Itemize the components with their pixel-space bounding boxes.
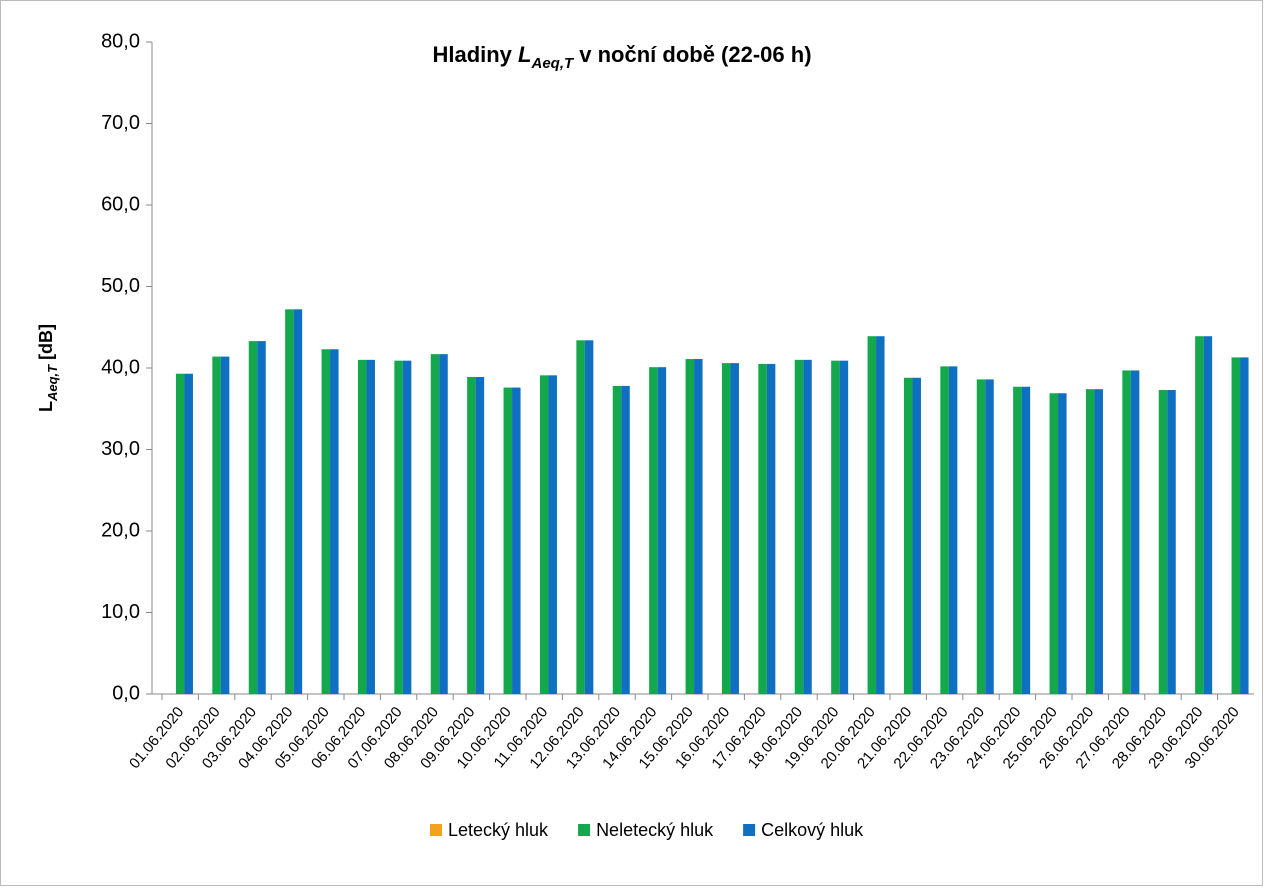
bar	[1203, 336, 1213, 694]
y-tick-label: 80,0	[101, 30, 140, 52]
legend-swatch	[743, 824, 756, 836]
bar	[903, 377, 913, 694]
bar	[948, 366, 958, 694]
bar	[612, 385, 622, 694]
y-tick-label: 30,0	[101, 438, 140, 460]
bar	[439, 354, 448, 694]
title-subscript: Aeq,T	[530, 55, 575, 72]
bar	[794, 359, 804, 694]
y-axis-label: LAeq,T [dB]	[36, 324, 60, 412]
bar	[912, 377, 921, 694]
bar	[357, 359, 367, 694]
title-text: Hladiny	[432, 42, 518, 67]
y-label-subscript: Aeq,T	[45, 364, 60, 402]
y-tick-label: 40,0	[101, 356, 140, 378]
bar	[694, 359, 703, 694]
bar	[321, 349, 331, 694]
bar	[503, 387, 513, 694]
bar	[475, 376, 485, 694]
bar	[1021, 386, 1031, 694]
bar	[721, 363, 731, 694]
title-symbol: L	[518, 42, 531, 67]
y-label-symbol: L	[36, 401, 56, 412]
bar	[839, 360, 849, 694]
y-tick-label: 0,0	[112, 682, 140, 704]
bar	[1167, 390, 1176, 694]
bar	[548, 375, 557, 694]
y-tick-label: 10,0	[101, 601, 140, 623]
bar	[402, 360, 412, 694]
y-tick-label: 60,0	[101, 193, 140, 215]
bar	[1130, 370, 1140, 694]
bar	[293, 309, 303, 694]
bar	[766, 363, 776, 694]
y-label-rest: [dB]	[36, 324, 56, 365]
bar	[1058, 393, 1067, 694]
bar	[1049, 393, 1059, 694]
legend-label: Celkový hluk	[761, 820, 864, 840]
bar	[1158, 390, 1168, 694]
bar	[512, 387, 521, 694]
y-tick-label: 50,0	[101, 275, 140, 297]
bar	[394, 360, 403, 694]
bar	[584, 340, 594, 694]
chart-title: Hladiny LAeq,T v noční době (22-06 h)	[432, 42, 811, 72]
bar	[621, 385, 630, 694]
bar	[576, 340, 585, 694]
bar	[1013, 386, 1022, 694]
bar	[1094, 389, 1103, 694]
bar	[430, 354, 440, 694]
bar	[976, 379, 986, 694]
bar	[1195, 336, 1204, 694]
bar	[257, 341, 266, 694]
bar	[220, 356, 230, 694]
bar	[285, 309, 294, 694]
bar	[876, 336, 885, 694]
bar	[330, 349, 339, 694]
legend-label: Neletecký hluk	[596, 820, 714, 840]
bar	[657, 367, 667, 694]
bar	[758, 363, 767, 694]
bar	[649, 367, 658, 694]
bar	[184, 373, 193, 694]
bar	[248, 341, 258, 694]
bar	[685, 359, 695, 694]
bar	[366, 359, 375, 694]
bar	[803, 359, 812, 694]
bar	[1122, 370, 1131, 694]
bar	[1085, 389, 1095, 694]
legend-label: Letecký hluk	[448, 820, 549, 840]
bar	[1231, 357, 1241, 694]
title-rest: v noční době (22-06 h)	[573, 42, 811, 67]
bar	[212, 356, 221, 694]
bar	[175, 373, 185, 694]
bar	[940, 366, 949, 694]
bar	[467, 376, 476, 694]
y-tick-label: 70,0	[101, 112, 140, 134]
bar	[1240, 357, 1249, 694]
legend-swatch	[578, 824, 591, 836]
legend-swatch	[430, 824, 442, 836]
bar	[539, 375, 549, 694]
bar	[985, 379, 994, 694]
bar	[867, 336, 877, 694]
bar	[730, 363, 739, 694]
y-tick-label: 20,0	[101, 519, 140, 541]
bar	[831, 360, 840, 694]
